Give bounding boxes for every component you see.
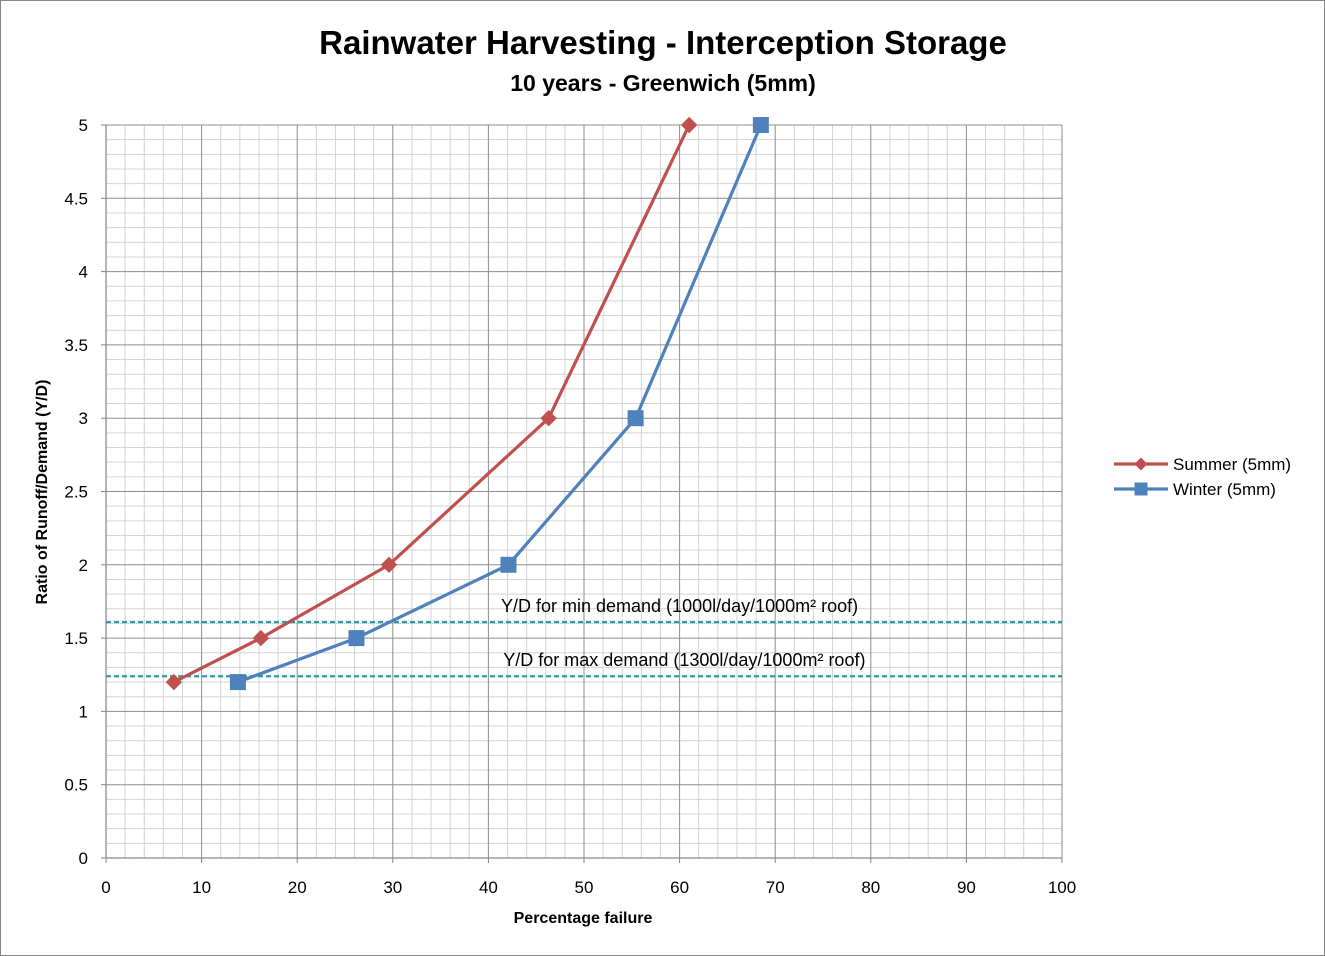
reference-line-label: Y/D for max demand (1300l/day/1000m² roo…: [503, 650, 865, 670]
data-point-square: [500, 556, 517, 573]
y-axis-label: Ratio of Runoff/Demand (Y/D): [34, 380, 51, 605]
data-point-square: [627, 410, 644, 427]
chart-subtitle: 10 years - Greenwich (5mm): [510, 70, 816, 96]
data-point-square: [752, 117, 769, 133]
y-tick-label: 1: [79, 702, 88, 721]
major-gridlines: [105, 124, 1063, 859]
y-tick-label: 2.5: [64, 483, 88, 502]
y-tick-label: 0: [79, 849, 88, 868]
x-tick-label: 20: [288, 878, 307, 897]
legend-marker-square: [1134, 482, 1148, 496]
x-tick-label: 30: [383, 878, 402, 897]
series-diamond: [165, 116, 698, 691]
series-layer: [165, 116, 769, 691]
x-tick-label: 10: [192, 878, 211, 897]
y-tick-label: 1.5: [64, 629, 88, 648]
data-point-diamond: [252, 629, 270, 647]
x-tick-label: 70: [766, 878, 785, 897]
legend-label: Summer (5mm): [1173, 455, 1291, 474]
legend-marker-diamond: [1134, 457, 1148, 471]
legend-item: Winter (5mm): [1114, 480, 1276, 499]
data-point-diamond: [680, 116, 698, 134]
y-tick-label: 5: [79, 116, 88, 135]
reference-line-label: Y/D for min demand (1000l/day/1000m² roo…: [501, 596, 858, 616]
y-tick-label: 3: [79, 409, 88, 428]
axes: [101, 124, 1063, 863]
y-tick-label: 3.5: [64, 336, 88, 355]
x-tick-label: 40: [479, 878, 498, 897]
legend: Summer (5mm) Winter (5mm): [1114, 455, 1291, 499]
series-square: [229, 117, 769, 691]
reference-lines: Y/D for min demand (1000l/day/1000m² roo…: [106, 596, 1062, 678]
x-tick-label: 100: [1048, 878, 1076, 897]
data-point-square: [348, 630, 365, 647]
x-tick-label: 90: [957, 878, 976, 897]
x-axis-label: Percentage failure: [514, 910, 653, 927]
y-tick-label: 2: [79, 556, 88, 575]
legend-item: Summer (5mm): [1114, 455, 1291, 474]
y-tick-label: 0.5: [64, 776, 88, 795]
chart-title: Rainwater Harvesting - Interception Stor…: [319, 24, 1007, 61]
x-tick-label: 50: [575, 878, 594, 897]
data-point-square: [229, 674, 246, 691]
x-tick-label: 0: [101, 878, 110, 897]
x-tick-labels: 0 10 20 30 40 50 60 70 80 90 100: [101, 878, 1076, 897]
x-tick-label: 80: [861, 878, 880, 897]
data-point-diamond: [165, 673, 183, 691]
y-tick-label: 4: [79, 263, 88, 282]
y-tick-label: 4.5: [64, 189, 88, 208]
legend-label: Winter (5mm): [1173, 480, 1276, 499]
data-point-diamond: [380, 556, 398, 574]
x-tick-label: 60: [670, 878, 689, 897]
data-point-diamond: [540, 409, 557, 427]
y-tick-labels: 0 0.5 1 1.5 2 2.5 3 3.5 4 4.5 5: [64, 116, 88, 868]
